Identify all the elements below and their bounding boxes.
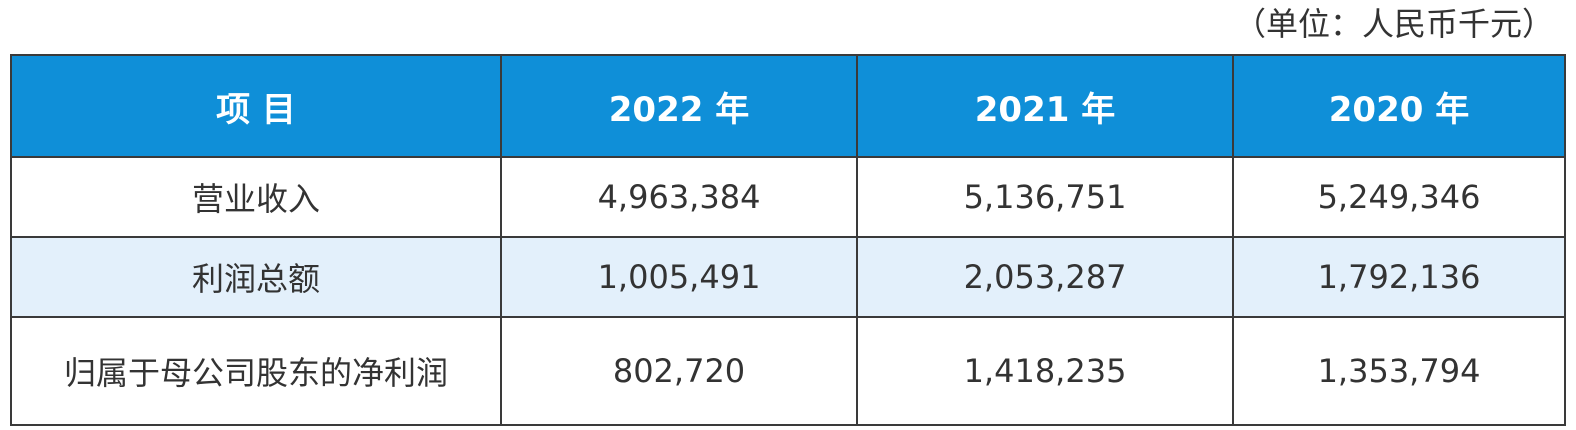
header-year-2020: 2020 年: [1232, 54, 1566, 158]
table-cell: 802,720: [500, 316, 858, 426]
row-label: 利润总额: [10, 236, 502, 318]
table-cell: 2,053,287: [856, 236, 1234, 318]
financial-summary-table: 项 目 2022 年 2021 年 2020 年 营业收入 4,963,384 …: [10, 54, 1566, 426]
table-cell: 1,353,794: [1232, 316, 1566, 426]
row-label: 归属于母公司股东的净利润: [10, 316, 502, 426]
table-cell: 5,249,346: [1232, 156, 1566, 238]
table-row: 营业收入 4,963,384 5,136,751 5,249,346: [10, 156, 1566, 238]
table-cell: 1,792,136: [1232, 236, 1566, 318]
table-row: 利润总额 1,005,491 2,053,287 1,792,136: [10, 236, 1566, 318]
header-year-2021: 2021 年: [856, 54, 1234, 158]
table-row: 归属于母公司股东的净利润 802,720 1,418,235 1,353,794: [10, 316, 1566, 426]
header-item: 项 目: [10, 54, 502, 158]
table-cell: 4,963,384: [500, 156, 858, 238]
unit-note: （单位：人民币千元）: [1233, 5, 1554, 43]
header-year-2022: 2022 年: [500, 54, 858, 158]
table-cell: 5,136,751: [856, 156, 1234, 238]
table-cell: 1,418,235: [856, 316, 1234, 426]
row-label: 营业收入: [10, 156, 502, 238]
table-cell: 1,005,491: [500, 236, 858, 318]
table-header-row: 项 目 2022 年 2021 年 2020 年: [10, 54, 1566, 158]
